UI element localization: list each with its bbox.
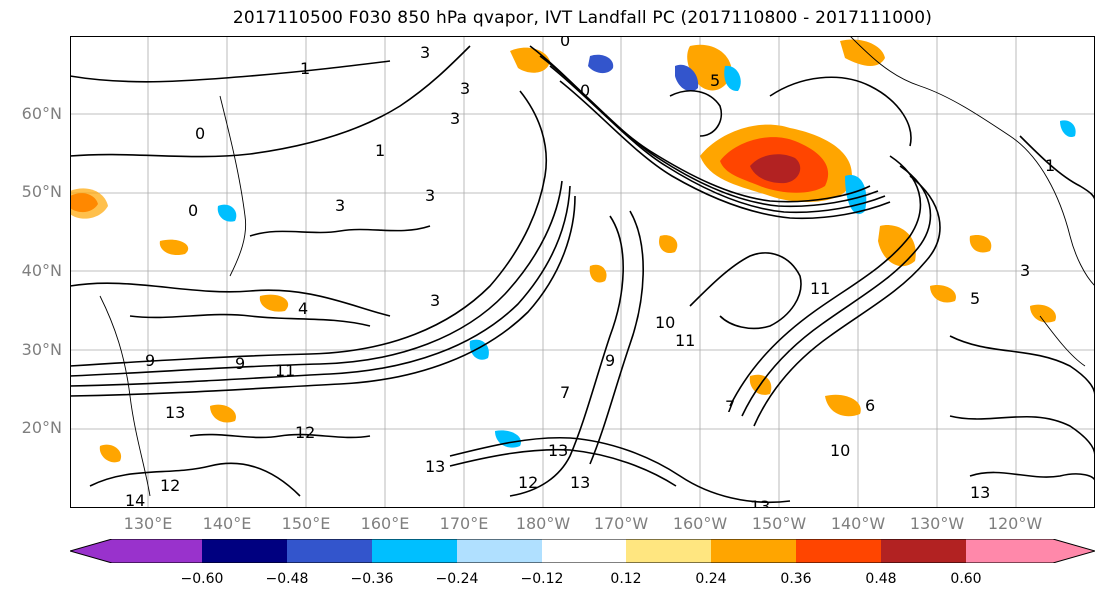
contour-label: 12 — [295, 423, 315, 442]
colorbar-segment — [457, 539, 542, 563]
colorbar-tick-label: −0.60 — [180, 571, 224, 587]
colorbar-tick-label: −0.12 — [520, 571, 564, 587]
contour-label: 11 — [810, 279, 830, 298]
lat-label-60n: 60°N — [21, 104, 62, 123]
colorbar-segment — [711, 539, 796, 563]
map-title: 2017110500 F030 850 hPa qvapor, IVT Land… — [232, 8, 933, 28]
contour-label: 11 — [275, 361, 295, 380]
map-border — [70, 36, 1095, 508]
contour-label: 5 — [710, 71, 720, 90]
contour-label: 1 — [375, 141, 385, 160]
contour-label: 13 — [570, 473, 590, 492]
colorbar-tick-label: 0.12 — [610, 571, 642, 587]
colorbar-tick-label: −0.48 — [265, 571, 309, 587]
lon-label: 170°E — [439, 514, 489, 533]
contour-label: 0 — [580, 81, 590, 100]
lon-label: 150°W — [751, 514, 807, 533]
contour-labels: 0 1 3 3 0 3 0 5 1 3 0 1 3 4 3 9 11 9 13 … — [125, 36, 1055, 508]
contour-label: 13 — [548, 441, 568, 460]
lon-label: 120°W — [987, 514, 1043, 533]
coastlines — [99, 36, 1095, 497]
contour-label: 4 — [298, 299, 308, 318]
colorbar-tick-label: −0.24 — [435, 571, 479, 587]
lat-label-40n: 40°N — [21, 261, 62, 280]
contour-label: 6 — [865, 396, 875, 415]
contour-label: 9 — [145, 351, 155, 370]
colorbar-tick-label: 0.48 — [865, 571, 897, 587]
contour-label: 7 — [725, 397, 735, 416]
contour-label: 9 — [235, 354, 245, 373]
colorbar-svg — [68, 538, 1097, 564]
colorbar-segment — [202, 539, 287, 563]
map-svg: 0 1 3 3 0 3 0 5 1 3 0 1 3 4 3 9 11 9 13 … — [70, 36, 1095, 508]
colorbar-tick-label: 0.36 — [780, 571, 812, 587]
lon-label: 180°W — [515, 514, 571, 533]
colorbar-tick-label: −0.36 — [350, 571, 394, 587]
contour-label: 3 — [430, 291, 440, 310]
colorbar-segment — [966, 539, 1095, 563]
contour-label: 10 — [830, 441, 850, 460]
colorbar — [68, 538, 1097, 564]
contour-label: 9 — [605, 351, 615, 370]
graticule — [70, 36, 1095, 508]
map-panel: 0 1 3 3 0 3 0 5 1 3 0 1 3 4 3 9 11 9 13 … — [70, 36, 1095, 508]
lat-label-50n: 50°N — [21, 182, 62, 201]
lon-label: 160°E — [360, 514, 410, 533]
lat-label-20n: 20°N — [21, 418, 62, 437]
colorbar-segment — [372, 539, 457, 563]
lon-label: 140°W — [830, 514, 886, 533]
contour-label: 1 — [300, 59, 310, 78]
contour-label: 0 — [560, 36, 570, 50]
contour-label: 10 — [655, 313, 675, 332]
lon-label: 150°E — [281, 514, 331, 533]
colorbar-segment — [542, 539, 626, 563]
colorbar-segment — [287, 539, 372, 563]
contour-label: 12 — [518, 473, 538, 492]
colorbar-segment — [881, 539, 966, 563]
contour-label: 7 — [560, 383, 570, 402]
lon-label: 160°W — [672, 514, 728, 533]
contour-label: 12 — [160, 476, 180, 495]
contour-label: 13 — [165, 403, 185, 422]
ivt-contours — [70, 45, 1095, 504]
contour-label: 3 — [460, 79, 470, 98]
lon-label: 130°W — [909, 514, 965, 533]
lat-label-30n: 30°N — [21, 340, 62, 359]
lon-label: 130°E — [123, 514, 173, 533]
colorbar-tick-label: 0.60 — [950, 571, 982, 587]
lon-label: 170°W — [593, 514, 649, 533]
contour-label: 0 — [188, 201, 198, 220]
contour-label: 3 — [450, 109, 460, 128]
lon-label: 140°E — [202, 514, 252, 533]
contour-label: 3 — [425, 186, 435, 205]
colorbar-segment — [796, 539, 881, 563]
contour-label: 5 — [970, 289, 980, 308]
colorbar-tick-label: 0.24 — [695, 571, 727, 587]
contour-label: 3 — [1020, 261, 1030, 280]
contour-label: 13 — [425, 457, 445, 476]
contour-label: 14 — [125, 491, 145, 508]
contour-label: 13 — [750, 497, 770, 508]
colorbar-segment — [70, 539, 202, 563]
contour-label: 1 — [1045, 156, 1055, 175]
contour-label: 13 — [970, 483, 990, 502]
contour-label: 11 — [675, 331, 695, 350]
contour-label: 0 — [195, 124, 205, 143]
contour-label: 3 — [420, 43, 430, 62]
contour-label: 3 — [335, 196, 345, 215]
colorbar-segment — [626, 539, 711, 563]
